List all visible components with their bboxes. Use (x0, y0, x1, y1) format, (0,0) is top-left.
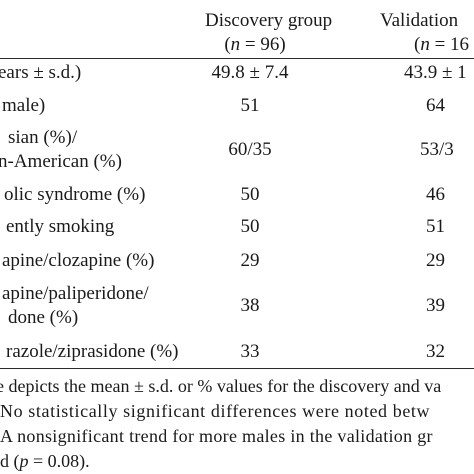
row-label: apine/clozapine (%) (2, 250, 155, 271)
row-label: ently smoking (6, 216, 115, 237)
footnote-line-4: d (p = 0.08). (0, 451, 90, 471)
validation-group-label: Validation (380, 10, 459, 31)
row-label-line2: done (%) (8, 307, 79, 328)
header-rule (0, 58, 474, 59)
footnote-line-3: A nonsignificant trend for more males in… (0, 426, 433, 446)
footnote-line-1: e depicts the mean ± s.d. or % values fo… (0, 376, 442, 396)
validation-group-header: Validation (380, 10, 458, 32)
row-label: male) (2, 95, 46, 116)
row-label: razole/ziprasidone (%) (6, 341, 179, 362)
row-label: sian (%)/ (8, 127, 78, 148)
row-label: apine/paliperidone/ (2, 283, 149, 304)
discovery-group-label: Discovery group (205, 10, 333, 31)
footnote-line-2: No statistically significant differences… (0, 401, 431, 421)
discovery-group-n: (n = 96) (224, 34, 286, 55)
row-label: ears ± s.d.) (0, 62, 82, 83)
row-label: olic syndrome (%) (4, 184, 146, 205)
table-bottom-rule (0, 368, 474, 369)
validation-group-n: (n = 16 (414, 34, 470, 55)
row-label-line2: n-American (%) (0, 151, 122, 172)
discovery-group-header: Discovery group (205, 10, 365, 32)
